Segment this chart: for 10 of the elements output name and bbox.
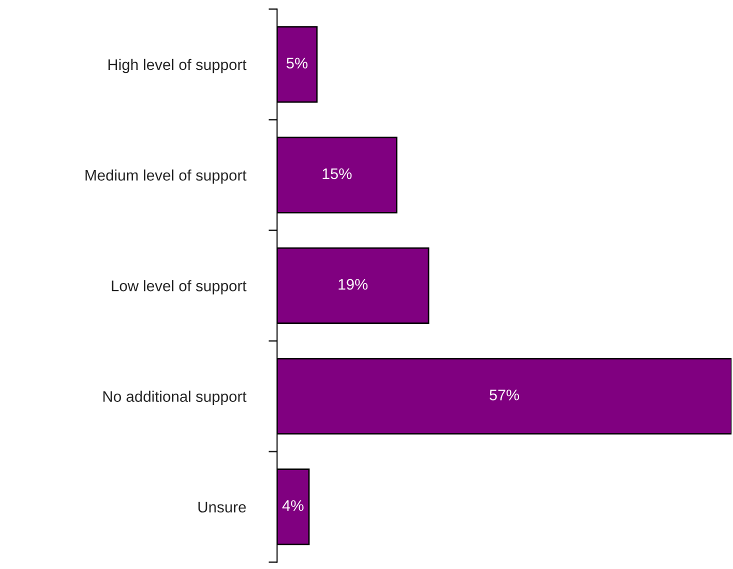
data-label: 57% — [490, 390, 520, 400]
data-label: 19% — [338, 278, 368, 290]
data-label: 15% — [322, 168, 352, 180]
y-tick-label: Low level of support — [112, 280, 246, 294]
y-tick-label: Unsure — [198, 502, 246, 513]
data-label: 5% — [286, 58, 308, 69]
y-tick-label: No additional support — [103, 390, 246, 405]
data-label: 4% — [282, 500, 304, 511]
y-tick-label: High level of support — [108, 58, 246, 74]
y-tick-label: Medium level of support — [86, 169, 246, 184]
